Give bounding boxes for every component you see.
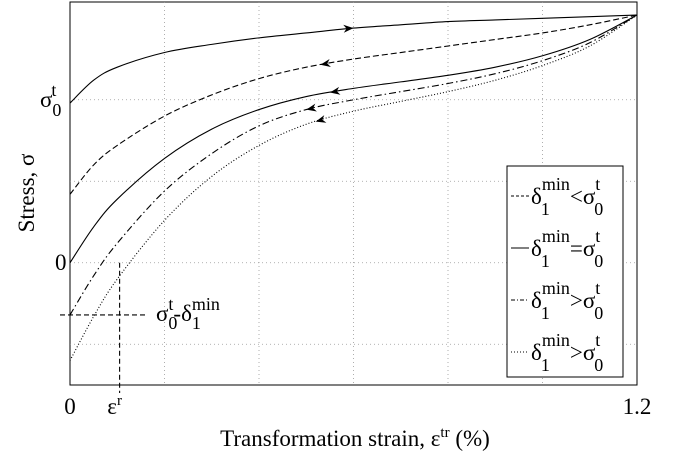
x-tick-label: 1.2	[623, 394, 652, 419]
direction-arrow	[315, 115, 327, 123]
direction-arrow	[329, 86, 341, 95]
direction-arrow	[320, 59, 331, 67]
y-tick-label: 0	[55, 250, 67, 275]
series-line-0	[69, 14, 638, 104]
annotations: εr σ0t-δ1min	[60, 262, 220, 419]
series-line-2	[69, 14, 638, 264]
series-group	[69, 14, 638, 361]
legend-entry-label: δmin 1 <σt 0	[531, 174, 603, 219]
residual-strain-label: εr	[107, 393, 122, 419]
y-tick-label: σ0t	[40, 80, 61, 120]
direction-arrow	[306, 103, 317, 112]
legend-entry-label: δmin 1 =σt 0	[531, 226, 603, 271]
direction-arrow	[343, 24, 354, 33]
legend-entry-label: δmin 1 >σt 0	[531, 278, 603, 323]
residual-stress-label: σ0t-δ1min	[156, 294, 220, 333]
x-axis-label: Transformation strain, εtr (%)	[220, 425, 490, 451]
legend-entry-label: δmin 1 >σt 0	[531, 330, 603, 375]
series-line-1	[69, 14, 638, 195]
x-tick-label: 0	[64, 394, 76, 419]
legend-box	[506, 165, 624, 378]
legend: δmin 1 <σt 0 δmin 1 =σt 0 δmin 1 >σt 0 δmin 1 >σt 0	[506, 165, 624, 378]
y-axis-label: Stress, σ	[14, 153, 39, 232]
tick-labels: 0 1.2 σ0t 0	[40, 80, 651, 419]
series-line-3	[69, 14, 638, 316]
